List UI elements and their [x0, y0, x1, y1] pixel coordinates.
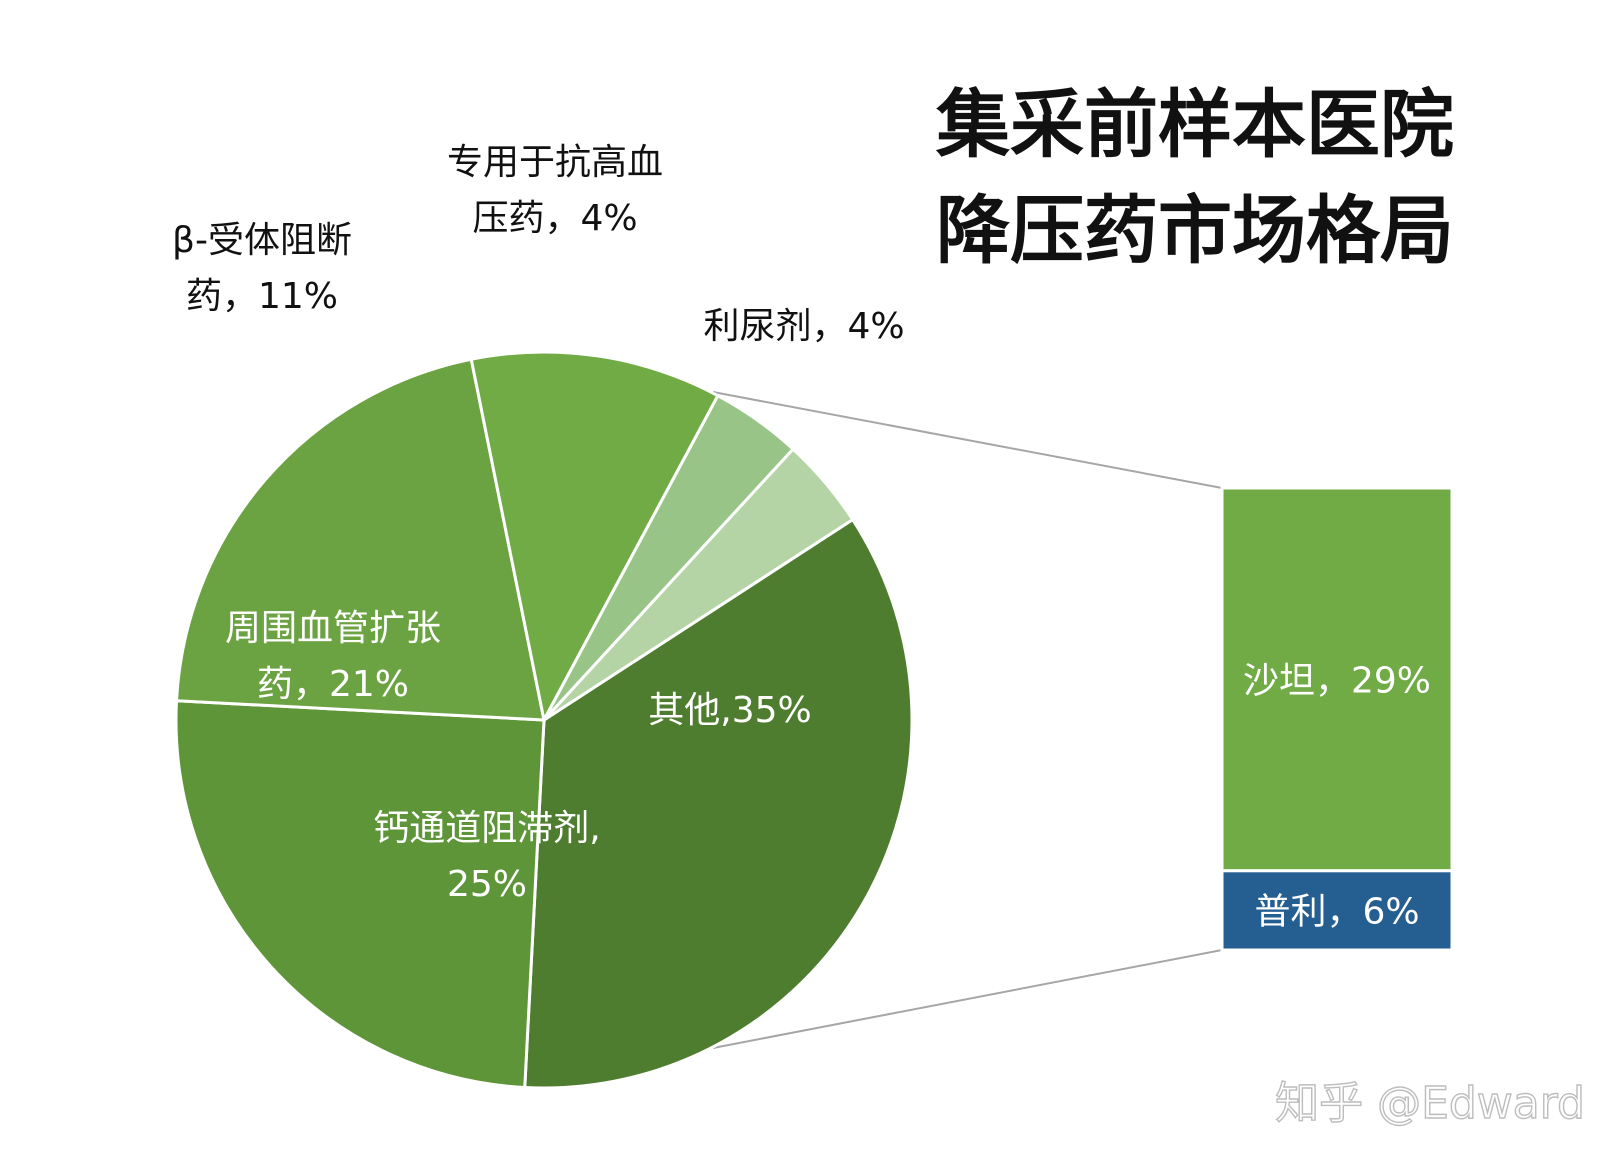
- breakdown-segment-label-0: 沙坦，29%: [1243, 660, 1431, 701]
- pie-slice-label-2-line-0: 周围血管扩张: [225, 608, 441, 649]
- pie-slice-label-2-line-1: 药，21%: [257, 664, 409, 705]
- breakdown-segment-0: [1220, 486, 1454, 873]
- pie-slice-label-4-line-0: 专用于抗高血: [447, 142, 663, 183]
- chart-title-line-1: 集采前样本医院: [935, 82, 1454, 168]
- pie-slice-label-0-line-0: 其他,35%: [648, 690, 811, 731]
- pie-slice-2: [174, 357, 546, 722]
- pie-slice-label-3-line-1: 药，11%: [186, 276, 338, 317]
- breakdown-segment-1: [1220, 869, 1454, 952]
- chart-title-line-2: 降压药市场格局: [936, 188, 1454, 274]
- connector-line-bottom: [712, 949, 1223, 1049]
- pie-slice-label-5-line-0: 利尿剂，4%: [703, 306, 904, 347]
- pie-slice-0: [523, 517, 914, 1090]
- pie-slice-3: [469, 350, 720, 725]
- pie-slice-label-1-line-1: 25%: [447, 864, 527, 905]
- pie-slice-label-4-line-1: 压药，4%: [472, 198, 637, 239]
- pie-slice-label-1-line-0: 钙通道阻滞剂,: [373, 808, 600, 849]
- watermark: 知乎 @Edward: [1275, 1078, 1585, 1129]
- pie-slice-5: [542, 446, 855, 722]
- pie-slice-1: [174, 699, 546, 1090]
- breakdown-bar-labels: 沙坦，29% 普利，6%: [1243, 660, 1431, 932]
- breakdown-segment-label-1: 普利，6%: [1254, 891, 1419, 932]
- pie-slices: [174, 350, 914, 1090]
- pie-slice-label-3-line-0: β-受体阻断: [172, 220, 352, 261]
- connector-line-top: [712, 391, 1223, 489]
- breakdown-bar: [1220, 486, 1454, 952]
